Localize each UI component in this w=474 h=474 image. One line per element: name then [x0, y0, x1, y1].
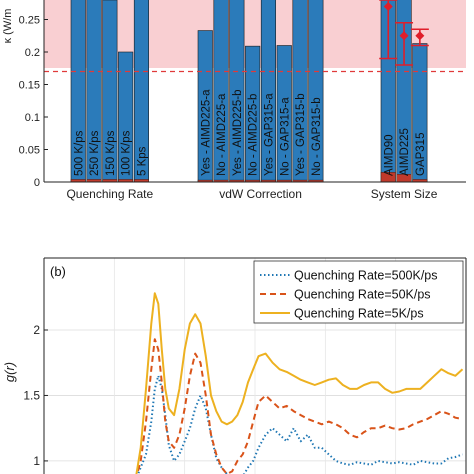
bar-base-segment — [276, 179, 292, 182]
bar-base-segment — [261, 179, 276, 182]
bar — [276, 45, 292, 182]
series-line — [135, 292, 464, 474]
mean-marker — [399, 31, 409, 41]
legend: Quenching Rate=500K/ps Quenching Rate=50K… — [253, 260, 464, 324]
bar-label: 5 Kps — [136, 146, 148, 176]
y-tick-label-a: 0.2 — [25, 47, 40, 59]
bar-base-segment — [292, 179, 308, 182]
series-line — [136, 374, 463, 474]
bar — [102, 0, 118, 182]
bar-label: 500 K/ps — [73, 130, 85, 176]
bar — [229, 0, 245, 182]
bar-base-segment — [308, 179, 324, 182]
bar-label: 250 K/ps — [89, 130, 101, 176]
legend-label: Quenching Rate=5K/ps — [294, 307, 424, 321]
y-tick-label-a: 0.05 — [19, 145, 40, 157]
bar — [86, 0, 102, 182]
y-axis-label-b: g(r) — [2, 362, 17, 382]
bar-label: No - AIMD225-a — [216, 93, 228, 176]
bar — [308, 0, 324, 182]
bar-base-segment — [245, 179, 261, 182]
bar-label: No - AIMD225-b — [248, 94, 260, 176]
bar-base-segment — [197, 179, 213, 182]
y-axis-label-a: κ (W/m — [2, 9, 14, 44]
series-line — [136, 338, 463, 474]
bar-label: AIMD225 — [399, 128, 411, 176]
bar-label: Yes - AIMD225-b — [232, 89, 244, 176]
group-label: vdW Correction — [219, 187, 302, 201]
y-tick-label-b: 2 — [33, 323, 40, 337]
bar-label: No - GAP315-a — [279, 97, 291, 176]
bar — [118, 51, 134, 182]
bar-label: 150 K/ps — [105, 130, 117, 176]
panel-b-line-chart: 11.52 (b) g(r) Quenching Rate=500K/psQue… — [2, 257, 467, 474]
panel-b-label: (b) — [50, 264, 66, 279]
bar — [70, 0, 86, 182]
bar-base-segment — [229, 179, 245, 182]
y-tick-label-a: 0.15 — [19, 80, 40, 92]
legend-label: Quenching Rate=50K/ps — [294, 288, 431, 302]
bar — [396, 0, 412, 182]
bar-label: AIMD90 — [383, 134, 395, 176]
bar — [213, 0, 229, 182]
bar-label: No - GAP315-b — [311, 97, 323, 176]
bar-base-segment — [380, 172, 396, 182]
y-tick-label-a: 0.1 — [25, 112, 40, 124]
bar — [245, 45, 261, 182]
bar — [133, 0, 149, 182]
bar-label: GAP315 — [415, 133, 427, 176]
bar-label: Yes - GAP315-b — [295, 93, 307, 176]
bar — [260, 0, 277, 182]
y-tick-label-a: 0.25 — [19, 15, 40, 27]
bar — [292, 0, 308, 182]
bar-base-segment — [213, 179, 229, 182]
panel-a-bar-chart: 0 0.05 0.1 0.15 0.2 0.25 500 K/ps 250 K/ps 150 … — [2, 0, 466, 201]
y-tick-label-b: 1.5 — [23, 388, 40, 402]
group-label: System Size — [371, 187, 438, 201]
group-label: Quenching Rate — [66, 187, 153, 201]
mean-marker — [415, 31, 425, 41]
legend-label: Quenching Rate=500K/ps — [294, 269, 438, 283]
bar-label: 100 K/ps — [121, 130, 133, 176]
bar-label: Yes - AIMD225-a — [200, 89, 212, 176]
y-tick-label-b: 1 — [33, 454, 40, 468]
y-tick-label-a: 0 — [34, 177, 40, 189]
mean-marker — [383, 2, 393, 11]
bar-label: Yes - GAP315-a — [263, 93, 275, 176]
bar — [380, 0, 396, 182]
